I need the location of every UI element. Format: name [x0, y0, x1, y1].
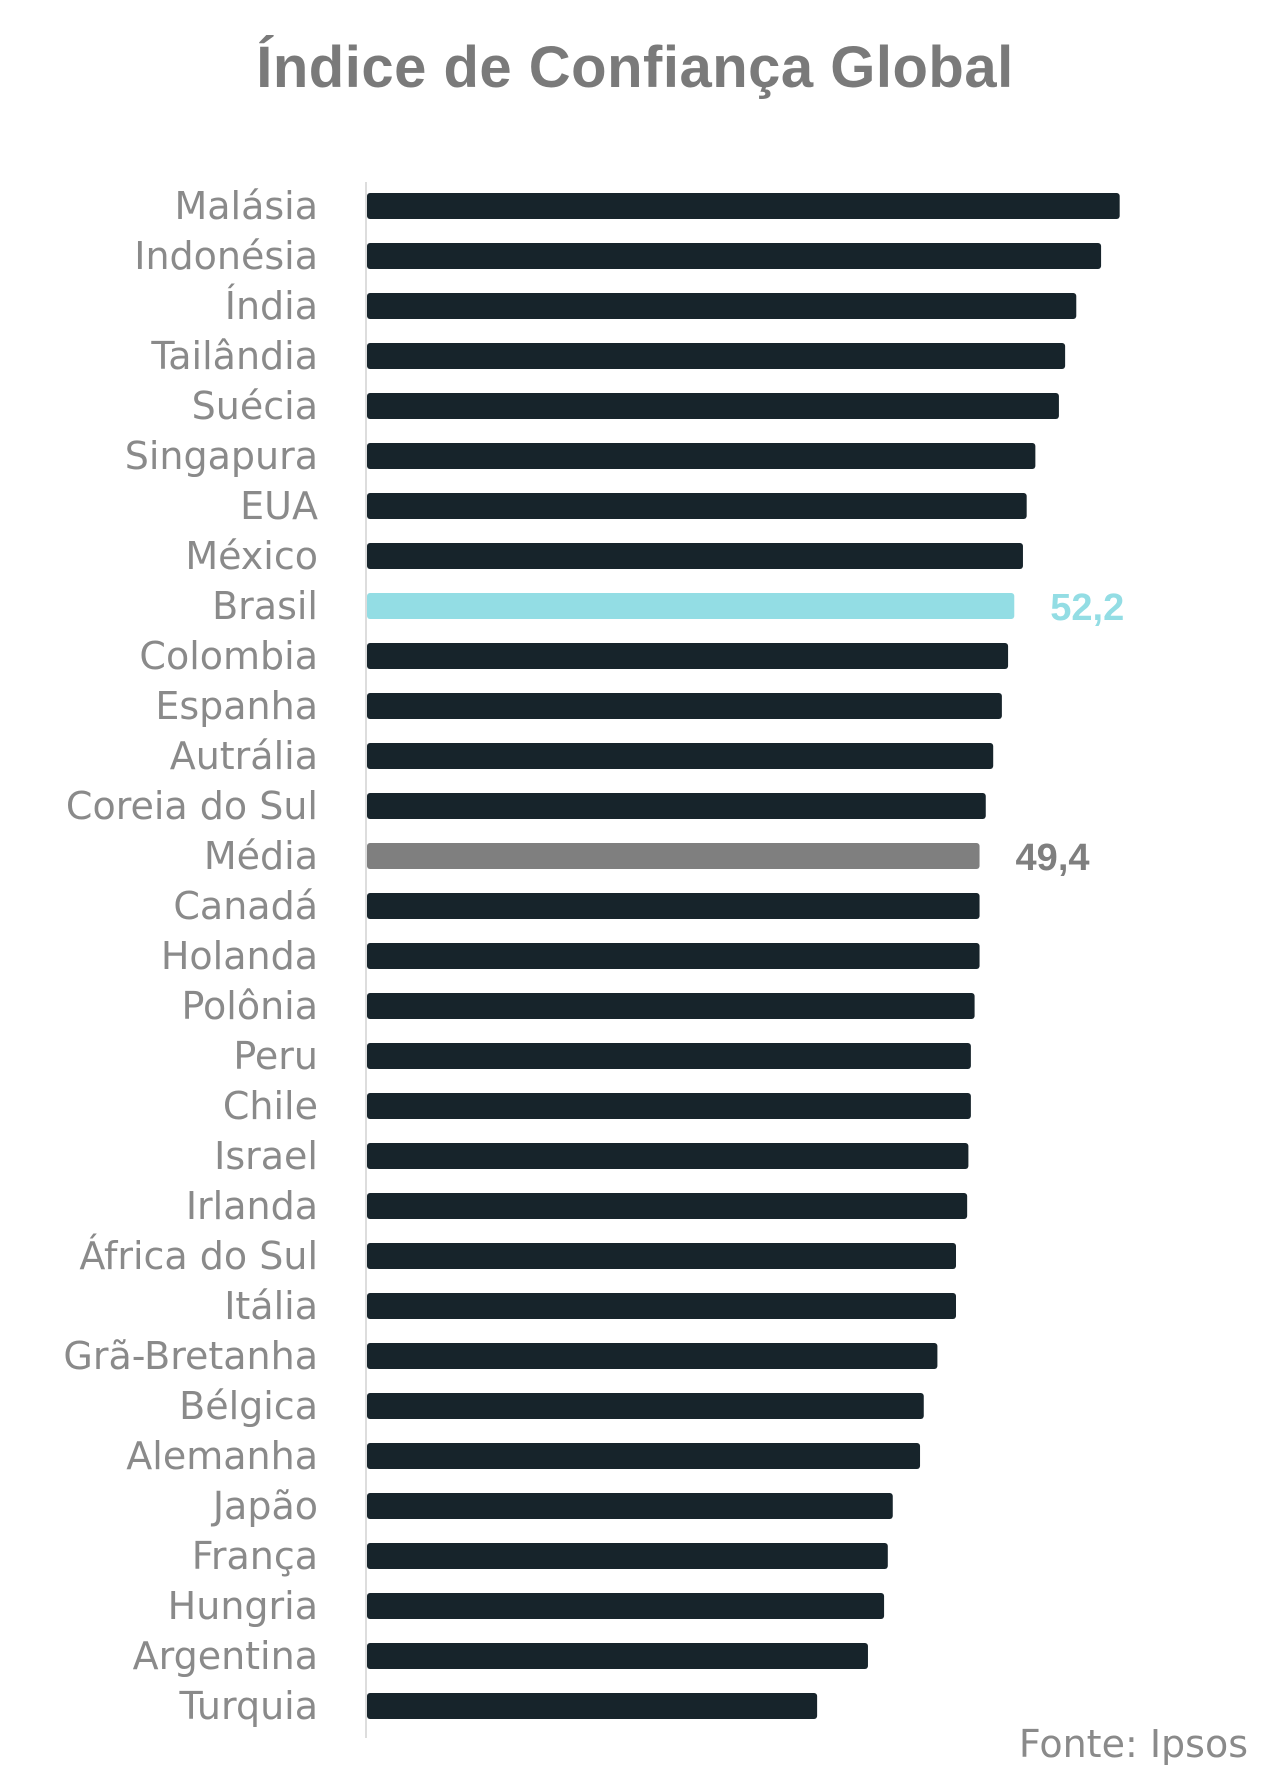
bar-canada: [367, 893, 980, 919]
bar-africa-do-sul: [367, 1243, 956, 1269]
data-label-media: 49,4: [1016, 837, 1090, 879]
bar-belgica: [367, 1393, 924, 1419]
category-label-irlanda: Irlanda: [186, 1184, 318, 1228]
bar-polonia: [367, 993, 975, 1019]
bar-chile: [367, 1093, 971, 1119]
chart-title: Índice de Confiança Global: [256, 35, 1014, 100]
category-label-indonesia: Indonésia: [134, 234, 318, 278]
category-label-turquia: Turquia: [178, 1684, 318, 1728]
bar-coreia-do-sul: [367, 793, 986, 819]
category-label-gra-bretanha: Grã-Bretanha: [63, 1334, 318, 1378]
bar-alemanha: [367, 1443, 921, 1469]
category-label-colombia: Colombia: [139, 634, 318, 678]
category-label-israel: Israel: [214, 1134, 318, 1178]
category-label-chile: Chile: [223, 1084, 318, 1128]
bar-irlanda: [367, 1193, 968, 1219]
category-label-brasil: Brasil: [212, 584, 318, 628]
bar-japao: [367, 1493, 893, 1519]
bar-israel: [367, 1143, 969, 1169]
category-label-coreia-do-sul: Coreia do Sul: [66, 784, 318, 828]
category-label-mexico: México: [185, 534, 318, 578]
source-note: Fonte: Ipsos: [1018, 1722, 1248, 1766]
bar-peru: [367, 1043, 971, 1069]
category-label-italia: Itália: [224, 1284, 318, 1328]
category-label-polonia: Polônia: [181, 984, 318, 1028]
bar-argentina: [367, 1643, 868, 1669]
bar-singapura: [367, 443, 1036, 469]
bar-gra-bretanha: [367, 1343, 938, 1369]
bar-eua: [367, 493, 1027, 519]
bar-malasia: [367, 193, 1120, 219]
bar-autralia: [367, 743, 994, 769]
bar-hungria: [367, 1593, 885, 1619]
category-label-singapura: Singapura: [125, 434, 318, 478]
category-label-espanha: Espanha: [155, 684, 318, 728]
bar-brasil: [367, 593, 1015, 619]
category-label-peru: Peru: [233, 1034, 318, 1078]
category-label-tailandia: Tailândia: [150, 334, 318, 378]
category-label-eua: EUA: [240, 484, 318, 528]
bar-suecia: [367, 393, 1059, 419]
bar-indonesia: [367, 243, 1102, 269]
category-label-autralia: Autrália: [170, 734, 318, 778]
bar-franca: [367, 1543, 888, 1569]
bar-media: [367, 843, 980, 869]
category-label-media: Média: [204, 834, 318, 878]
category-label-hungria: Hungria: [168, 1584, 318, 1628]
bar-turquia: [367, 1693, 818, 1719]
category-label-india: Índia: [225, 284, 318, 328]
category-label-africa-do-sul: África do Sul: [79, 1234, 318, 1278]
bar-holanda: [367, 943, 980, 969]
bar-india: [367, 293, 1077, 319]
category-label-malasia: Malásia: [174, 184, 318, 228]
bar-espanha: [367, 693, 1002, 719]
category-label-holanda: Holanda: [161, 934, 318, 978]
bar-tailandia: [367, 343, 1066, 369]
category-label-japao: Japão: [211, 1484, 318, 1528]
category-label-belgica: Bélgica: [179, 1384, 318, 1428]
category-label-franca: França: [192, 1534, 318, 1578]
data-label-brasil: 52,2: [1050, 587, 1124, 629]
category-label-alemanha: Alemanha: [126, 1434, 318, 1478]
bar-italia: [367, 1293, 956, 1319]
bar-mexico: [367, 543, 1023, 569]
bar-colombia: [367, 643, 1009, 669]
category-label-canada: Canadá: [173, 884, 318, 928]
category-label-suecia: Suécia: [192, 384, 318, 428]
category-label-argentina: Argentina: [133, 1634, 318, 1678]
